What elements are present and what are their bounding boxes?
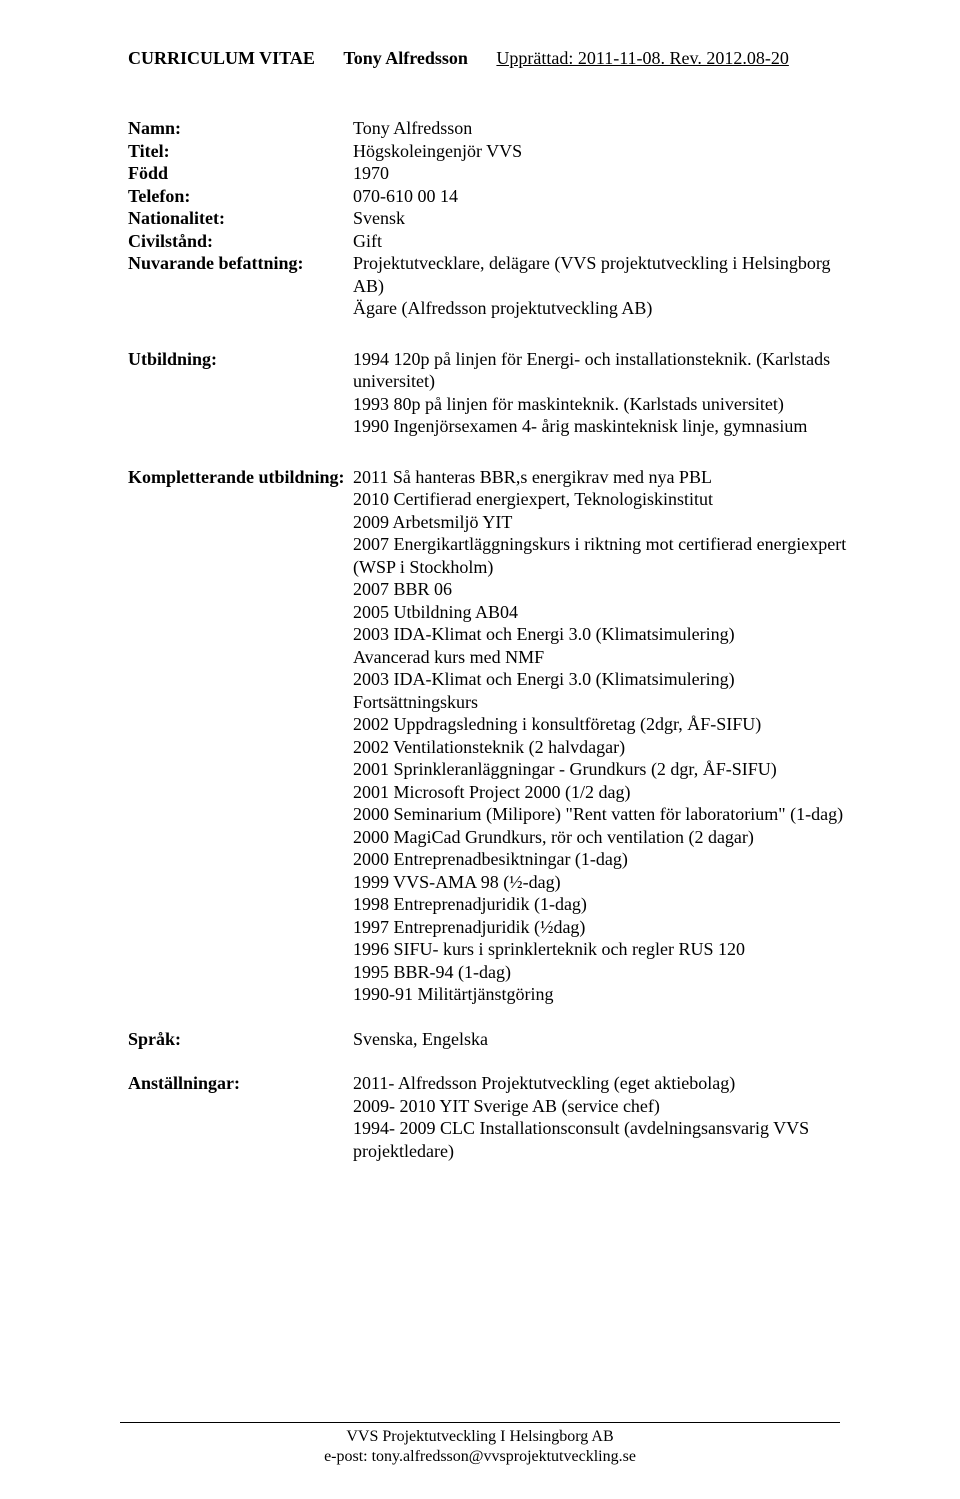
info-row-civil: Civilstånd: Gift [128,230,864,253]
footer-rule [120,1422,840,1423]
position-value: Projektutvecklare, delägare (VVS projekt… [353,252,864,320]
list-item: 2003 IDA-Klimat och Energi 3.0 (Klimatsi… [353,623,864,646]
info-row-name: Namn: Tony Alfredsson [128,117,864,140]
list-item: 2000 Seminarium (Milipore) "Rent vatten … [353,803,864,826]
list-item: 2000 MagiCad Grundkurs, rör och ventilat… [353,826,864,849]
position-label: Nuvarande befattning: [128,252,353,275]
civil-value: Gift [353,230,864,253]
list-item: 2001 Sprinkleranläggningar - Grundkurs (… [353,758,864,781]
supplementary-label: Kompletterande utbildning: [128,466,353,489]
cv-page: CURRICULUM VITAE Tony Alfredsson Upprätt… [0,0,960,1499]
language-value: Svenska, Engelska [353,1028,864,1051]
cv-label: CURRICULUM VITAE [128,48,315,68]
personal-info: Namn: Tony Alfredsson Titel: Högskoleing… [128,117,864,320]
footer-line-2: e-post: tony.alfredsson@vvsprojektutveck… [0,1447,960,1467]
info-row-phone: Telefon: 070-610 00 14 [128,185,864,208]
education-section: Utbildning: 1994 120p på linjen för Ener… [128,348,864,438]
list-item: 1996 SIFU- kurs i sprinklerteknik och re… [353,938,864,961]
list-item: 1997 Entreprenadjuridik (½dag) [353,916,864,939]
list-item: 2002 Uppdragsledning i konsultföretag (2… [353,713,864,736]
info-row-nationality: Nationalitet: Svensk [128,207,864,230]
phone-label: Telefon: [128,185,353,208]
list-item: 2010 Certifierad energiexpert, Teknologi… [353,488,864,511]
born-label: Född [128,162,353,185]
language-section: Språk: Svenska, Engelska [128,1028,864,1051]
cv-header-date: Upprättad: 2011-11-08. Rev. 2012.08-20 [496,48,788,68]
page-footer: VVS Projektutveckling I Helsingborg AB e… [0,1422,960,1467]
list-item: 1994 120p på linjen för Energi- och inst… [353,348,864,393]
supplementary-lines: 2011 Så hanteras BBR,s energikrav med ny… [353,466,864,1006]
footer-line-1: VVS Projektutveckling I Helsingborg AB [0,1427,960,1447]
list-item: Avancerad kurs med NMF [353,646,864,669]
phone-value: 070-610 00 14 [353,185,864,208]
list-item: 2007 Energikartläggningskurs i riktning … [353,533,864,578]
list-item: 1990-91 Militärtjänstgöring [353,983,864,1006]
supplementary-section: Kompletterande utbildning: 2011 Så hante… [128,466,864,1006]
list-item: 2009 Arbetsmiljö YIT [353,511,864,534]
list-item: 1999 VVS-AMA 98 (½-dag) [353,871,864,894]
language-label: Språk: [128,1028,353,1051]
list-item: 2000 Entreprenadbesiktningar (1-dag) [353,848,864,871]
list-item: 2009- 2010 YIT Sverige AB (service chef) [353,1095,864,1118]
employment-lines: 2011- Alfredsson Projektutveckling (eget… [353,1072,864,1162]
list-item: 2002 Ventilationsteknik (2 halvdagar) [353,736,864,759]
list-item: 2011- Alfredsson Projektutveckling (eget… [353,1072,864,1095]
list-item: Fortsättningskurs [353,691,864,714]
list-item: 2003 IDA-Klimat och Energi 3.0 (Klimatsi… [353,668,864,691]
list-item: 1994- 2009 CLC Installationsconsult (avd… [353,1117,864,1162]
list-item: 2007 BBR 06 [353,578,864,601]
nationality-value: Svensk [353,207,864,230]
list-item: 1998 Entreprenadjuridik (1-dag) [353,893,864,916]
employment-section: Anställningar: 2011- Alfredsson Projektu… [128,1072,864,1162]
list-item: 1995 BBR-94 (1-dag) [353,961,864,984]
education-lines: 1994 120p på linjen för Energi- och inst… [353,348,864,438]
title-label: Titel: [128,140,353,163]
list-item: 1993 80p på linjen för maskinteknik. (Ka… [353,393,864,416]
born-value: 1970 [353,162,864,185]
info-row-born: Född 1970 [128,162,864,185]
position-line-2: Ägare (Alfredsson projektutveckling AB) [353,297,864,320]
list-item: 2005 Utbildning AB04 [353,601,864,624]
nationality-label: Nationalitet: [128,207,353,230]
cv-header: CURRICULUM VITAE Tony Alfredsson Upprätt… [128,48,864,69]
cv-header-name: Tony Alfredsson [343,48,468,68]
name-value: Tony Alfredsson [353,117,864,140]
title-value: Högskoleingenjör VVS [353,140,864,163]
name-label: Namn: [128,117,353,140]
list-item: 2001 Microsoft Project 2000 (1/2 dag) [353,781,864,804]
education-label: Utbildning: [128,348,353,371]
position-line-1: Projektutvecklare, delägare (VVS projekt… [353,252,864,297]
employment-label: Anställningar: [128,1072,353,1095]
list-item: 2011 Så hanteras BBR,s energikrav med ny… [353,466,864,489]
info-row-position: Nuvarande befattning: Projektutvecklare,… [128,252,864,320]
list-item: 1990 Ingenjörsexamen 4- årig maskintekni… [353,415,864,438]
info-row-title: Titel: Högskoleingenjör VVS [128,140,864,163]
civil-label: Civilstånd: [128,230,353,253]
